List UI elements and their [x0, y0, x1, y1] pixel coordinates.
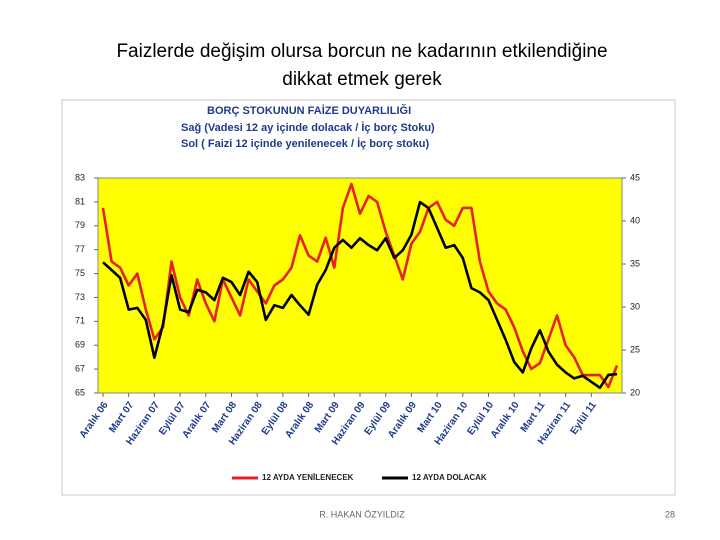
y-tick-label: 77 — [75, 244, 85, 254]
series-line — [101, 182, 619, 389]
legend-label: 12 AYDA YENİLENECEK — [262, 473, 354, 482]
y-tick-label: 69 — [75, 340, 85, 350]
legend-label: 12 AYDA DOLACAK — [412, 473, 487, 482]
y-tick-label: 71 — [75, 316, 85, 326]
y2-tick-label: 25 — [630, 344, 640, 354]
y-tick-label: 65 — [75, 387, 85, 397]
y2-tick-label: 35 — [630, 258, 640, 268]
chart-subtitle: Sağ (Vadesi 12 ay içinde dolacak / İç bo… — [181, 121, 435, 134]
y2-tick-label: 30 — [630, 301, 640, 311]
series-line — [102, 200, 618, 390]
page-number: 28 — [665, 509, 675, 519]
y-tick-label: 81 — [75, 196, 85, 206]
y-tick-label: 73 — [75, 292, 85, 302]
y-tick-label: 75 — [75, 268, 85, 278]
chart-title: BORÇ STOKUNUN FAİZE DUYARLILIĞI — [207, 104, 411, 117]
y2-tick-label: 45 — [630, 172, 640, 182]
y2-tick-label: 40 — [630, 215, 640, 225]
y-tick-label: 79 — [75, 220, 85, 230]
y-tick-label: 67 — [75, 363, 85, 373]
slide-title: dikkat etmek gerek — [282, 69, 442, 90]
footer: R. HAKAN ÖZYILDIZ — [319, 509, 405, 519]
slide-title: Faizlerde değişim olursa borcun ne kadar… — [116, 41, 607, 62]
y2-tick-label: 20 — [630, 387, 640, 397]
y-tick-label: 83 — [75, 172, 85, 182]
chart-subtitle: Sol ( Faizi 12 içinde yenilenecek / İç b… — [181, 137, 430, 150]
